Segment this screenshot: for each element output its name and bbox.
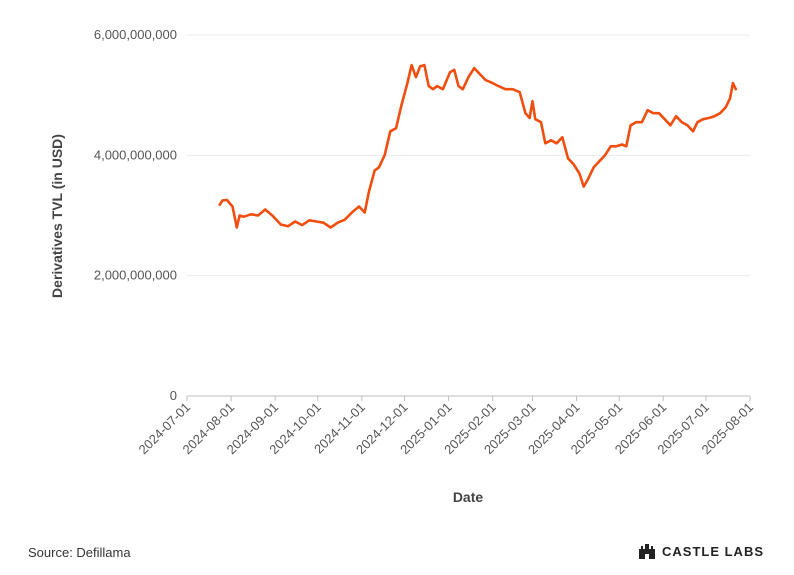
y-tick-label: 0	[170, 388, 177, 403]
y-tick-label: 4,000,000,000	[94, 147, 177, 162]
castle-icon	[639, 544, 655, 559]
y-axis-tick-labels: 0 2,000,000,000 4,000,000,000 6,000,000,000	[94, 27, 177, 403]
y-axis-title: Derivatives TVL (in USD)	[49, 134, 65, 298]
gridlines	[187, 34, 750, 277]
brand-logo: CASTLE LABS	[638, 543, 764, 559]
y-tick-label: 6,000,000,000	[94, 27, 177, 42]
x-axis-title: Date	[453, 489, 484, 505]
brand-name: CASTLE LABS	[662, 543, 764, 559]
x-axis-tick-labels: 2024-07-012024-08-012024-09-012024-10-01…	[135, 396, 756, 457]
y-tick-label: 2,000,000,000	[94, 268, 177, 283]
source-note: Source: Defillama	[28, 545, 131, 560]
series-line-derivatives-tvl	[218, 63, 738, 229]
